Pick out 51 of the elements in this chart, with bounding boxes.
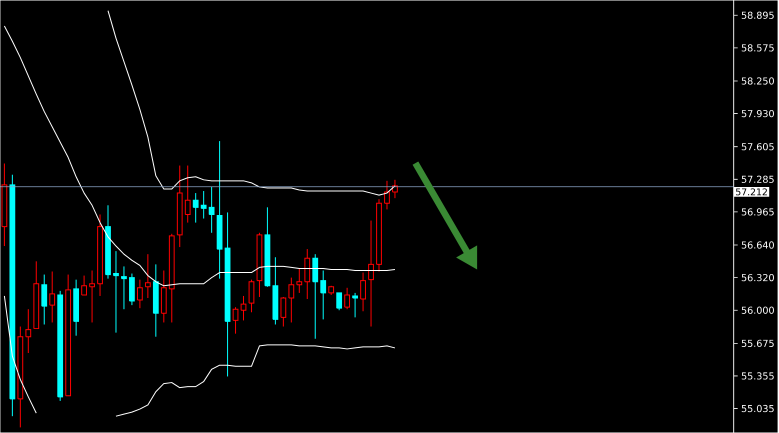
candlestick [280, 296, 286, 328]
candlestick [384, 180, 390, 210]
candlestick [288, 277, 294, 323]
candlestick [168, 233, 175, 323]
candlestick [144, 254, 151, 298]
y-tick-label: 56.000 [742, 306, 774, 314]
candlestick [360, 272, 366, 312]
y-tick-label: 58.575 [742, 44, 774, 52]
candlestick [113, 250, 119, 334]
y-tick-label: 56.640 [742, 241, 774, 249]
y-tick-label: 55.355 [742, 372, 774, 380]
candlestick [25, 308, 32, 354]
candlestick [320, 270, 326, 320]
y-tick-label: 57.930 [742, 110, 774, 118]
y-tick-label: 58.895 [742, 12, 774, 19]
candlestick [17, 326, 24, 428]
candlestick [304, 248, 310, 300]
candlestick [216, 140, 222, 280]
candlestick [232, 306, 238, 334]
candlestick [160, 270, 167, 323]
ref-line-label: 57.212 [736, 188, 767, 196]
y-tick-label: 57.285 [742, 176, 774, 183]
candlestick [9, 174, 16, 417]
y-tick-label: 56.320 [742, 274, 774, 282]
candlestick [224, 212, 230, 377]
candlestick [256, 232, 262, 298]
candlestick [296, 268, 302, 294]
candlestick [272, 256, 278, 325]
y-tick-label: 58.250 [742, 77, 774, 85]
candlestick [240, 295, 246, 321]
candlestick [208, 186, 215, 234]
y-tick-label: 57.605 [742, 143, 774, 150]
candlestick [312, 254, 318, 340]
candlestick [137, 279, 143, 309]
candlestick [49, 271, 56, 323]
candlestick [200, 190, 207, 220]
y-tick-label: 55.035 [742, 404, 774, 412]
candlestick [152, 264, 159, 338]
candlestick [73, 279, 80, 336]
candlestick [184, 165, 191, 224]
candlestick [248, 279, 254, 313]
candlestick [368, 220, 374, 328]
candlestick [121, 266, 127, 310]
y-tick-label: 56.965 [742, 208, 774, 216]
candlestick [192, 192, 199, 224]
candlestick [41, 274, 48, 325]
candlestick [97, 214, 103, 296]
candlestick [89, 270, 95, 323]
candlestick [176, 165, 183, 248]
candlestick [352, 292, 358, 318]
y-tick-label: 55.675 [742, 340, 774, 347]
